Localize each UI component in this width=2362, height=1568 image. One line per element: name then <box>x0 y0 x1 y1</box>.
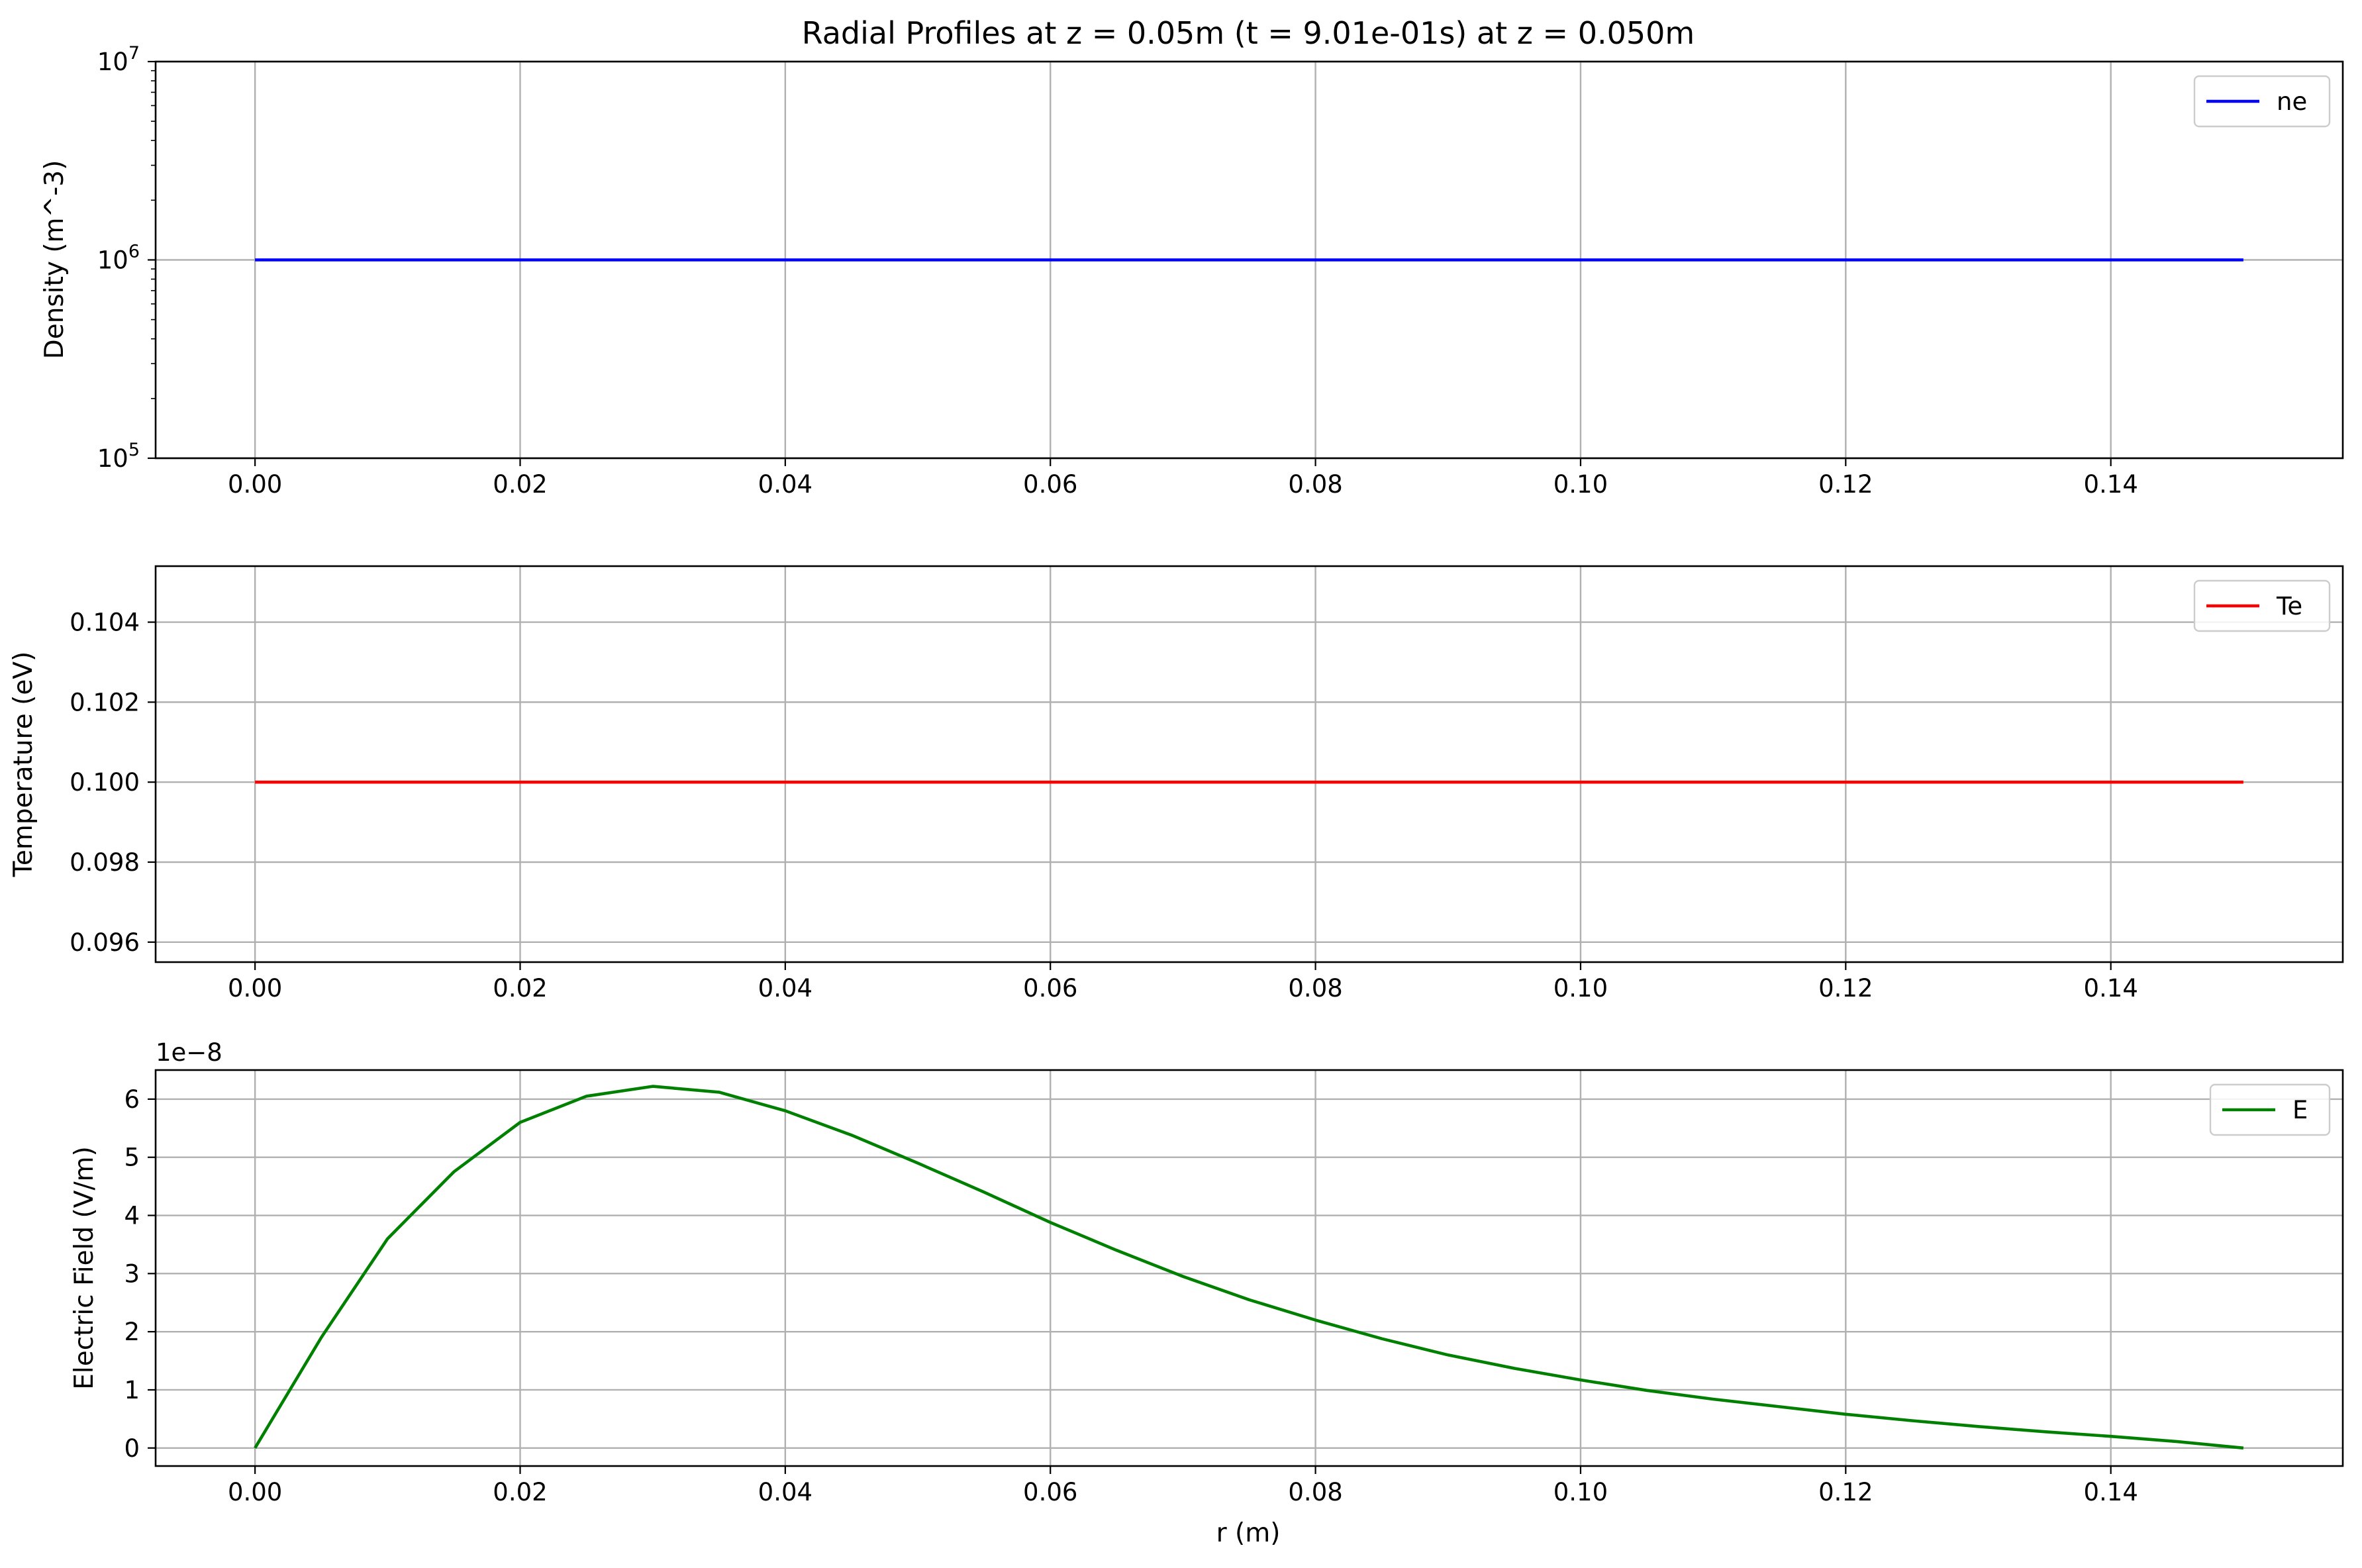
temperature-x-tick-label: 0.14 <box>2083 974 2138 1003</box>
density-x-tick-label: 0.04 <box>758 470 812 499</box>
electric-field-y-tick-label: 3 <box>124 1259 140 1288</box>
density-x-tick-label: 0.02 <box>493 470 547 499</box>
electric-field-legend-label: E <box>2292 1096 2308 1124</box>
electric-field-x-tick-label: 0.14 <box>2083 1478 2138 1506</box>
electric-field-x-tick-label: 0.04 <box>758 1478 812 1506</box>
electric-field-x-tick-label: 0.06 <box>1023 1478 1077 1506</box>
electric-field-x-tick-label: 0.12 <box>1818 1478 1873 1506</box>
electric-field-y-tick-label: 4 <box>124 1202 140 1230</box>
temperature-y-tick-label: 0.096 <box>70 928 140 957</box>
density-axes-frame <box>154 60 2344 460</box>
electric-field-panel: 0.00 0.02 0.04 0.06 0.08 0.10 0.12 0.14 0 1 2 3 4 5 61… <box>70 1038 2344 1506</box>
electric-field-y-tick-label: 1 <box>124 1376 140 1404</box>
electric-field-y-tick-label: 5 <box>124 1144 140 1172</box>
temperature-axes-frame <box>154 565 2344 963</box>
electric-field-x-tick-label: 0.08 <box>1288 1478 1342 1506</box>
density-y-tick-label: 105 <box>97 440 140 473</box>
temperature-x-tick-label: 0.04 <box>758 974 812 1003</box>
electric-field-axes-frame <box>154 1069 2344 1467</box>
temperature-x-tick-label: 0.02 <box>493 974 547 1003</box>
temperature-y-tick-label: 0.098 <box>70 848 140 877</box>
temperature-x-tick-label: 0.06 <box>1023 974 1077 1003</box>
temperature-x-tick-label: 0.12 <box>1818 974 1873 1003</box>
electric-field-y-axis-label: Electric Field (V/m) <box>70 1146 99 1390</box>
x-axis-label: r (m) <box>1216 1518 1281 1548</box>
density-x-tick-label: 0.14 <box>2083 470 2138 499</box>
figure-title: Radial Profiles at z = 0.05m (t = 9.01e-… <box>802 15 1695 51</box>
temperature-y-axis-label: Temperature (eV) <box>9 652 38 878</box>
temperature-y-tick-label: 0.100 <box>70 768 140 797</box>
electric-field-series-E-line <box>254 1085 2244 1450</box>
temperature-y-tick-label: 0.102 <box>70 688 140 716</box>
density-y-tick-label: 107 <box>97 43 140 76</box>
electric-field-y-multiplier: 1e−8 <box>156 1038 222 1067</box>
density-y-tick-label: 106 <box>97 242 140 275</box>
temperature-x-tick-label: 0.08 <box>1288 974 1342 1003</box>
electric-field-x-tick-label: 0.10 <box>1553 1478 1608 1506</box>
density-x-tick-label: 0.12 <box>1818 470 1873 499</box>
electric-field-x-tick-label: 0.00 <box>228 1478 282 1506</box>
density-x-tick-label: 0.00 <box>228 470 282 499</box>
density-x-tick-label: 0.06 <box>1023 470 1077 499</box>
electric-field-y-tick-label: 0 <box>124 1434 140 1463</box>
density-panel: 0.00 0.02 0.04 0.06 0.08 0.10 0.12 0.14 105 106 10… <box>40 43 2344 499</box>
electric-field-y-tick-label: 6 <box>124 1085 140 1114</box>
density-x-tick-label: 0.10 <box>1553 470 1608 499</box>
temperature-x-tick-label: 0.00 <box>228 974 282 1003</box>
density-x-tick-label: 0.08 <box>1288 470 1342 499</box>
temperature-legend-label: Te <box>2276 592 2302 620</box>
density-legend-box <box>2193 75 2331 128</box>
temperature-panel: 0.00 0.02 0.04 0.06 0.08 0.10 0.12 0.14 0.096 0.0… <box>9 565 2344 1003</box>
temperature-legend-box <box>2193 579 2331 632</box>
electric-field-y-tick-label: 2 <box>124 1318 140 1346</box>
density-y-axis-label: Density (m^-3) <box>40 160 70 360</box>
temperature-y-tick-label: 0.104 <box>70 609 140 637</box>
electric-field-x-tick-label: 0.02 <box>493 1478 547 1506</box>
temperature-x-tick-label: 0.10 <box>1553 974 1608 1003</box>
density-legend-label: ne <box>2277 87 2307 116</box>
